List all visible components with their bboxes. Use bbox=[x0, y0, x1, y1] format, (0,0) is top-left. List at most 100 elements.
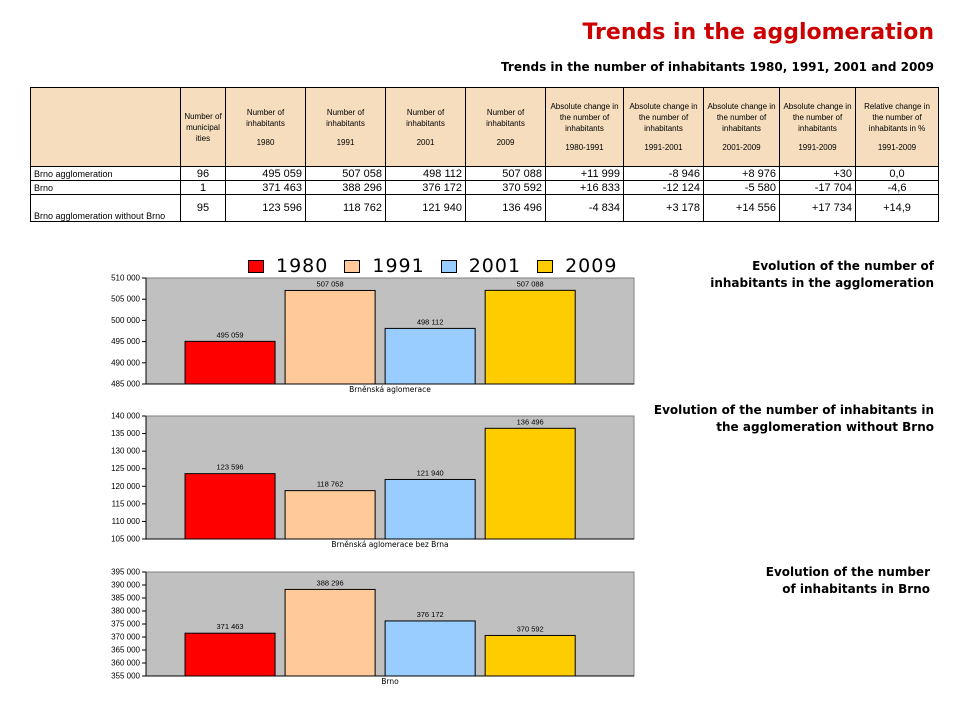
y-tick-label: 490 000 bbox=[111, 358, 140, 367]
cell-2001: 121 940 bbox=[385, 194, 466, 222]
page-title: Trends in the agglomeration bbox=[582, 20, 934, 45]
cell-1991: 507 058 bbox=[305, 166, 386, 181]
legend-swatch bbox=[440, 259, 457, 273]
cell-change-1991-2001: +3 178 bbox=[623, 194, 704, 222]
y-tick-label: 395 000 bbox=[111, 568, 140, 577]
legend-item-2009: 2009 bbox=[537, 255, 617, 277]
legend-item-2001: 2001 bbox=[440, 255, 522, 277]
bar-2001 bbox=[384, 327, 476, 385]
cell-2001: 498 112 bbox=[385, 166, 466, 181]
table-header-municipalities: Number of municipal ities bbox=[180, 87, 226, 167]
chart-caption-brno: Evolution of the number of inhabitants i… bbox=[765, 565, 930, 596]
cell-change-1991-2009: +30 bbox=[779, 166, 856, 181]
data-label: 507 088 bbox=[517, 279, 544, 288]
row-name: Brno bbox=[30, 180, 181, 195]
row-name: Brno agglomeration without Brno bbox=[30, 194, 181, 222]
y-tick-label: 365 000 bbox=[111, 646, 140, 655]
table-header-relative-change: Relative change in the number of inhabit… bbox=[855, 87, 939, 167]
y-tick-label: 130 000 bbox=[111, 447, 140, 456]
x-axis-label: Brněnská aglomerace bez Brna bbox=[331, 540, 448, 549]
y-tick-label: 355 000 bbox=[111, 672, 140, 681]
y-tick-label: 385 000 bbox=[111, 594, 140, 603]
y-tick-label: 115 000 bbox=[112, 499, 141, 508]
data-label: 136 496 bbox=[517, 417, 544, 426]
table-header-inhabitants-2009: Number of inhabitants 2009 bbox=[465, 87, 546, 167]
table-row: Brno agglomeration 96 495 059 507 058 49… bbox=[30, 166, 939, 181]
chart-caption-agglomeration: Evolution of the number of inhabitants i… bbox=[710, 259, 934, 290]
bar-2001 bbox=[384, 620, 476, 677]
cell-change-1980-1991: +11 999 bbox=[545, 166, 624, 181]
cell-change-1980-1991: -4 834 bbox=[545, 194, 624, 222]
cell-change-2001-2009: -5 580 bbox=[703, 180, 780, 195]
y-tick-label: 370 000 bbox=[111, 633, 140, 642]
cell-relative-change: +14,9 bbox=[855, 194, 939, 222]
data-label: 121 940 bbox=[417, 468, 444, 477]
cell-2001: 376 172 bbox=[385, 180, 466, 195]
cell-municipalities: 1 bbox=[180, 180, 226, 195]
y-tick-label: 375 000 bbox=[111, 620, 140, 629]
y-tick-label: 380 000 bbox=[111, 607, 140, 616]
x-axis-label: Brno bbox=[381, 677, 399, 686]
legend-label: 2001 bbox=[468, 255, 522, 277]
agglomeration-without-brno-bar-chart: 105 000 110 000 115 000 120 000 125 000 130 0… bbox=[111, 412, 635, 549]
table-header-inhabitants-2001: Number of inhabitants 2001 bbox=[385, 87, 466, 167]
y-tick-label: 125 000 bbox=[111, 464, 140, 473]
bar-1980 bbox=[184, 473, 276, 540]
table-header-row: Number of municipal ities Number of inha… bbox=[30, 87, 939, 167]
bar-1980 bbox=[184, 632, 276, 677]
y-tick-label: 485 000 bbox=[111, 380, 140, 389]
brno-bar-chart: 355 000 360 000 365 000 370 000 375 000 380 0… bbox=[111, 568, 635, 686]
legend-label: 1980 bbox=[276, 255, 329, 277]
table-header-change-1980-1991: Absolute change in the number of inhabit… bbox=[545, 87, 624, 167]
y-tick-label: 495 000 bbox=[111, 337, 140, 346]
bar-2001 bbox=[384, 478, 476, 540]
chart-legend: 1980 1991 2001 2009 bbox=[248, 254, 633, 278]
cell-change-1991-2001: -8 946 bbox=[623, 166, 704, 181]
cell-change-2001-2009: +8 976 bbox=[703, 166, 780, 181]
y-tick-label: 390 000 bbox=[111, 581, 140, 590]
cell-1980: 371 463 bbox=[225, 180, 306, 195]
data-label: 388 296 bbox=[317, 578, 344, 587]
legend-swatch bbox=[344, 259, 361, 273]
legend-item-1991: 1991 bbox=[344, 255, 424, 277]
y-tick-label: 110 000 bbox=[112, 517, 141, 526]
cell-1980: 123 596 bbox=[225, 194, 306, 222]
table-header-change-2001-2009: Absolute change in the number of inhabit… bbox=[703, 87, 780, 167]
bar-2009 bbox=[484, 289, 576, 385]
row-name: Brno agglomeration bbox=[30, 166, 181, 181]
legend-item-1980: 1980 bbox=[248, 255, 328, 277]
table-header-change-1991-2001: Absolute change in the number of inhabit… bbox=[623, 87, 704, 167]
cell-1980: 495 059 bbox=[225, 166, 306, 181]
y-tick-label: 105 000 bbox=[111, 535, 140, 544]
legend-label: 1991 bbox=[372, 255, 425, 277]
table-header-blank bbox=[30, 87, 181, 167]
page-subtitle: Trends in the number of inhabitants 1980… bbox=[501, 60, 934, 74]
data-label: 118 762 bbox=[317, 480, 344, 489]
cell-2009: 370 592 bbox=[465, 180, 546, 195]
y-tick-label: 135 000 bbox=[111, 429, 140, 438]
cell-2009: 507 088 bbox=[465, 166, 546, 181]
data-label: 495 059 bbox=[216, 330, 243, 339]
agglomeration-bar-chart: 485 000 490 000 495 000 500 000 505 000 510 0… bbox=[111, 274, 635, 394]
data-label: 507 058 bbox=[317, 279, 344, 288]
cell-relative-change: 0,0 bbox=[855, 166, 939, 181]
bar-1980 bbox=[184, 340, 276, 385]
cell-change-1991-2001: -12 124 bbox=[623, 180, 704, 195]
table-header-inhabitants-1991: Number of inhabitants 1991 bbox=[305, 87, 386, 167]
x-axis-label: Brněnská aglomerace bbox=[349, 385, 431, 394]
legend-swatch bbox=[248, 259, 264, 273]
cell-2009: 136 496 bbox=[465, 194, 546, 222]
y-tick-label: 140 000 bbox=[111, 412, 140, 421]
y-tick-label: 500 000 bbox=[111, 316, 140, 325]
chart-caption-without-brno: Evolution of the number of inhabitants i… bbox=[653, 403, 934, 434]
cell-change-1980-1991: +16 833 bbox=[545, 180, 624, 195]
cell-relative-change: -4,6 bbox=[855, 180, 939, 195]
table-row: Brno agglomeration without Brno 95 123 5… bbox=[30, 194, 939, 222]
data-label: 123 596 bbox=[216, 463, 243, 472]
table-row: Brno 1 371 463 388 296 376 172 370 592 +… bbox=[30, 180, 939, 195]
legend-label: 2009 bbox=[565, 255, 618, 277]
data-label: 370 592 bbox=[517, 624, 544, 633]
y-tick-label: 120 000 bbox=[111, 482, 140, 491]
table-header-change-1991-2009: Absolute change in the number of inhabit… bbox=[779, 87, 856, 167]
